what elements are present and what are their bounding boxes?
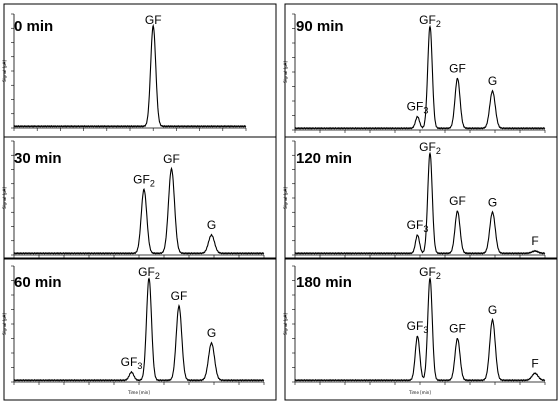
- panel-title: 60 min: [14, 274, 62, 291]
- y-axis-label: Signal [pA]: [283, 61, 288, 83]
- panel-title: 90 min: [296, 18, 344, 35]
- panel-frame: [3, 136, 277, 259]
- panel-frame: [3, 258, 277, 401]
- y-axis-label: Signal [pA]: [2, 60, 7, 82]
- chromatogram-trace: [294, 276, 546, 382]
- peak-label: GF: [449, 194, 466, 208]
- peak-label: GF2: [419, 140, 441, 156]
- peak-label: G: [488, 303, 497, 317]
- peak-label: GF2: [133, 172, 155, 188]
- panel-frame: [284, 136, 558, 259]
- peak-label: GF: [449, 322, 466, 336]
- x-axis-label: Time [min]: [408, 390, 431, 395]
- peak-label: G: [207, 326, 216, 340]
- peak-label: GF2: [419, 13, 441, 29]
- panel-title: 0 min: [14, 18, 53, 35]
- y-axis-label: Signal [pA]: [283, 313, 288, 335]
- chromatogram-trace: [13, 277, 265, 382]
- peak-label: F: [531, 234, 538, 248]
- x-axis-label: Time [min]: [127, 390, 150, 395]
- peak-label: G: [207, 218, 216, 232]
- y-axis-label: Signal [pA]: [2, 187, 7, 209]
- peak-label: GF2: [138, 265, 160, 281]
- peak-label: GF3: [407, 100, 429, 116]
- panel-frame: [3, 3, 277, 141]
- panel-title: 180 min: [296, 274, 352, 291]
- chart-panel-4: Signal [pA] Time [min] 60 min GF3 GF2 GF G: [2, 258, 277, 401]
- peak-label: GF3: [407, 218, 429, 234]
- panel-title: 120 min: [296, 150, 352, 167]
- chromatogram-trace: [13, 23, 247, 128]
- peak-label: GF3: [121, 355, 143, 371]
- peak-label: GF: [145, 13, 162, 27]
- chromatogram-trace: [13, 166, 265, 255]
- chromatogram-trace: [294, 151, 546, 255]
- chart-panel-2: Signal [pA] 30 min GF2 GF G: [2, 136, 277, 259]
- y-axis-label: Signal [pA]: [283, 187, 288, 209]
- chart-panel-0: Signal [pA] 0 min GF: [2, 3, 277, 141]
- peak-label: GF: [163, 152, 180, 166]
- peak-label: GF3: [407, 319, 429, 335]
- peak-label: GF2: [419, 265, 441, 281]
- chromatogram-trace: [294, 24, 546, 130]
- panel-title: 30 min: [14, 150, 62, 167]
- panel-frame: [284, 258, 558, 401]
- peak-label: G: [488, 195, 497, 209]
- panel-frame: [284, 3, 558, 141]
- peak-label: GF: [449, 61, 466, 75]
- peak-label: F: [531, 356, 538, 370]
- peak-label: GF: [171, 289, 188, 303]
- y-axis-label: Signal [pA]: [2, 313, 7, 335]
- peak-label: G: [488, 74, 497, 88]
